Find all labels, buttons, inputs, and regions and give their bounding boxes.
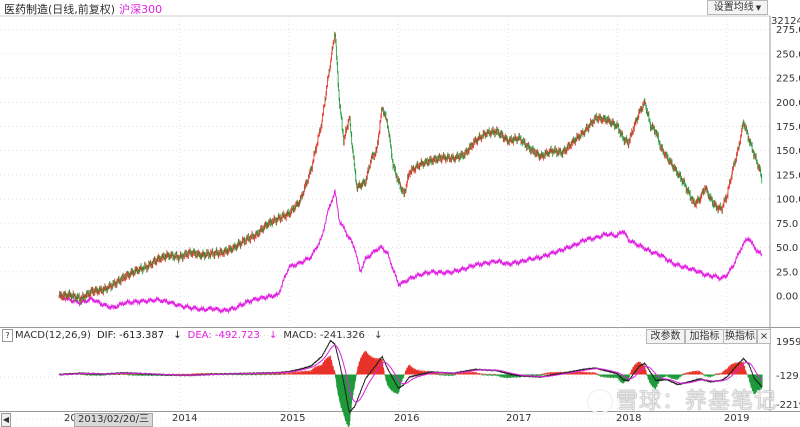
- cursor-date: 2013/02/20/三: [74, 413, 154, 427]
- y-tick-label: 0.00: [776, 292, 798, 303]
- x-label-2017: 2017: [506, 413, 532, 424]
- y-tick-label: 125.0: [776, 170, 800, 181]
- macd-y-mid: -129.9: [776, 371, 800, 382]
- macd-value: MACD: -241.326: [283, 330, 365, 341]
- arrow-down-icon: ↓: [265, 330, 278, 341]
- ma-settings-label: 设置均线: [713, 2, 754, 13]
- legend-symbol: 医药制造: [4, 3, 48, 16]
- x-label-2016: 2016: [394, 413, 420, 424]
- series-candles-pharma: [58, 31, 763, 305]
- y-tick-label: 225.0: [776, 74, 800, 85]
- watermark: 雪球：养基笔记: [588, 383, 777, 415]
- series-line-hs300: [58, 188, 763, 315]
- macd-label: MACD(12,26,9): [15, 330, 91, 341]
- y-tick-label: 75.0: [776, 219, 798, 230]
- macd-y-bottom: -2219.4: [776, 400, 800, 411]
- macd-header: ? MACD(12,26,9) DIF: -613.387 ↓ DEA: -492.7…: [0, 328, 800, 343]
- snowball-logo-icon: [588, 390, 612, 414]
- chart-legend: 医药制造(日线,前复权) 沪深300: [4, 1, 162, 17]
- help-icon[interactable]: ?: [2, 328, 13, 342]
- macd-dea-line: [59, 345, 763, 403]
- arrow-down-icon: ↓: [170, 330, 182, 341]
- y-tick-label: 150.0: [776, 146, 800, 157]
- top-value: 32124: [771, 16, 800, 27]
- arrow-down-icon: ↓: [370, 330, 383, 341]
- scroll-left-icon[interactable]: ◀: [1, 413, 11, 427]
- change-params-button[interactable]: 改参数: [646, 329, 685, 344]
- ma-settings-button[interactable]: 设置均线 ▼: [707, 0, 768, 15]
- y-tick-label: 50.0: [776, 243, 798, 254]
- legend-compare: 沪深300: [119, 3, 163, 16]
- legend-params: (日线,前复权): [48, 3, 116, 16]
- y-tick-label: 100.0: [776, 195, 800, 206]
- x-label-2019: 2019: [724, 413, 750, 424]
- watermark-text: 雪球：养基笔记: [616, 389, 778, 414]
- y-tick-label: 175.0: [776, 122, 800, 133]
- y-tick-label: 275.0: [776, 25, 800, 36]
- close-icon[interactable]: ×: [757, 329, 771, 344]
- y-tick-label: 25.0: [776, 267, 798, 278]
- x-label-2014: 2014: [172, 413, 198, 424]
- y-tick-label: 200.0: [776, 98, 800, 109]
- add-indicator-button[interactable]: 加指标: [685, 329, 724, 344]
- macd-y-top: 1959.5: [776, 337, 800, 348]
- y-tick-label: 250.0: [776, 49, 800, 60]
- x-label-2013: 20: [64, 413, 77, 424]
- macd-dea: DEA: -492.723: [187, 330, 260, 341]
- caret-down-icon: ▼: [755, 4, 762, 12]
- x-label-2018: 2018: [616, 413, 642, 424]
- macd-dif: DIF: -613.387: [96, 330, 165, 341]
- x-label-2015: 2015: [280, 413, 306, 424]
- switch-indicator-button[interactable]: 换指标: [723, 329, 757, 344]
